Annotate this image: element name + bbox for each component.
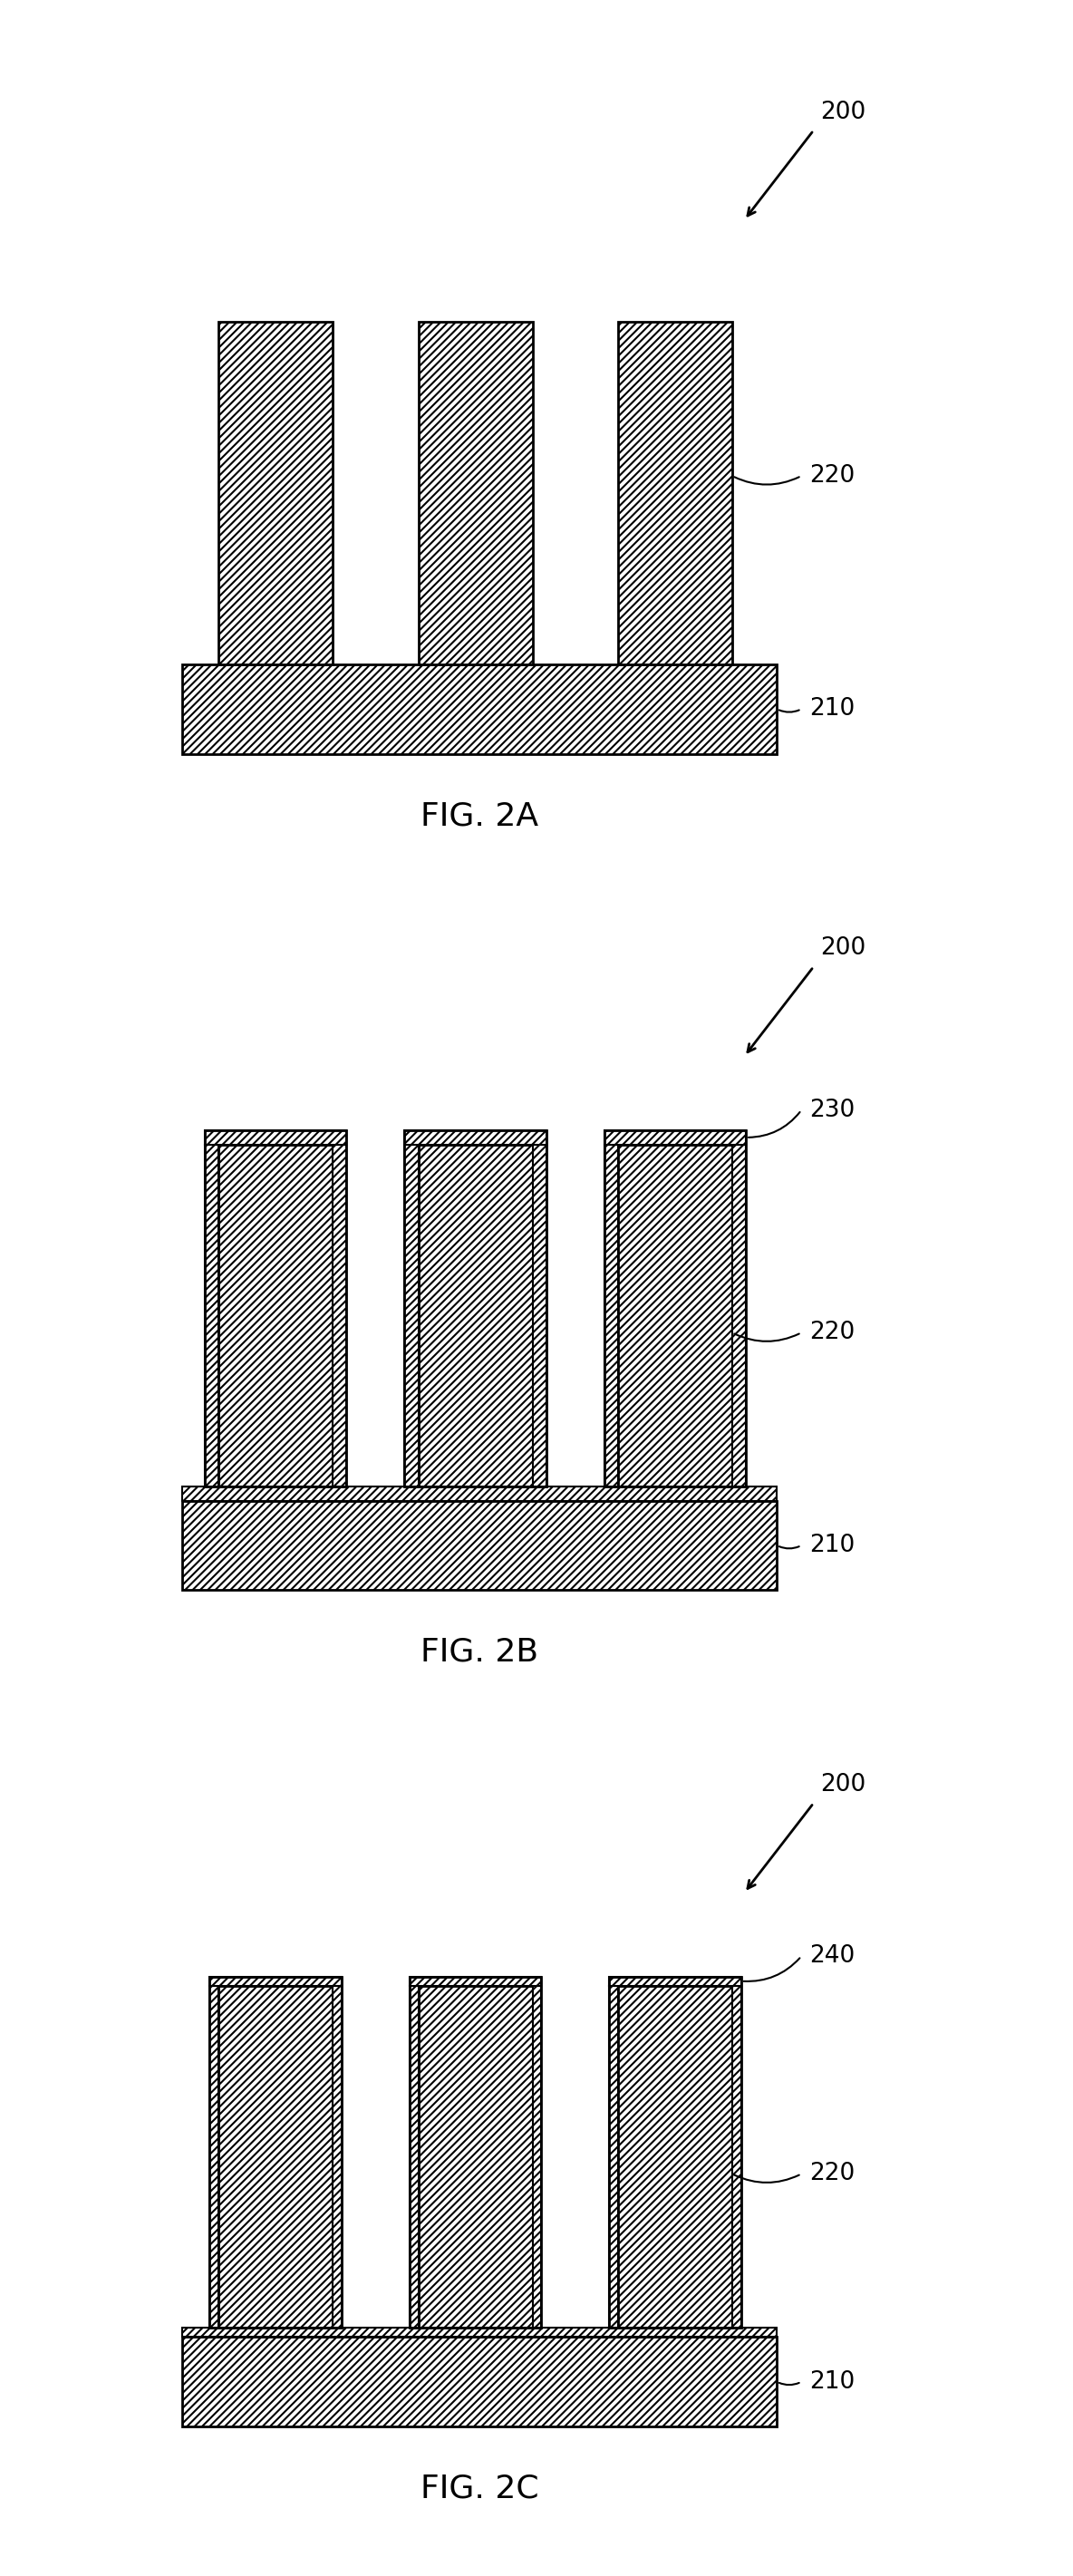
Bar — [209, 1976, 341, 2329]
Text: 200: 200 — [820, 100, 866, 124]
Text: 220: 220 — [809, 1321, 855, 1345]
Bar — [609, 1976, 741, 1986]
Bar — [609, 1986, 618, 2329]
Bar — [405, 1131, 546, 1486]
Text: 240: 240 — [809, 1945, 855, 1968]
Bar — [182, 2329, 777, 2336]
Bar — [618, 1144, 732, 1486]
Bar — [618, 1986, 732, 2329]
Bar — [732, 1144, 746, 1486]
Bar — [219, 1144, 333, 1486]
Bar — [209, 1976, 341, 1986]
Bar — [333, 1144, 347, 1486]
Bar — [418, 322, 532, 665]
Bar — [405, 1131, 546, 1144]
Bar — [532, 1144, 546, 1486]
Text: 210: 210 — [809, 1533, 855, 1558]
Bar — [219, 1986, 333, 2329]
Bar — [409, 1976, 542, 1986]
Bar — [418, 1144, 532, 1486]
Bar — [205, 1144, 219, 1486]
Bar — [604, 1131, 746, 1144]
Bar — [609, 1976, 741, 2329]
Bar — [205, 1131, 347, 1144]
Bar — [209, 1986, 219, 2329]
Bar — [219, 322, 333, 665]
Bar — [182, 1502, 777, 1589]
Text: FIG. 2C: FIG. 2C — [421, 2473, 539, 2504]
Bar — [604, 1131, 746, 1486]
Text: 200: 200 — [820, 1772, 866, 1795]
Bar — [182, 2336, 777, 2427]
Text: 210: 210 — [809, 698, 855, 721]
Bar — [205, 1131, 347, 1486]
Bar — [333, 1986, 341, 2329]
Bar — [182, 1486, 777, 1502]
Text: 200: 200 — [820, 938, 866, 961]
Text: FIG. 2B: FIG. 2B — [421, 1636, 539, 1667]
Text: 210: 210 — [809, 2370, 855, 2393]
Bar — [182, 665, 777, 755]
Bar — [409, 1976, 542, 2329]
Bar — [618, 322, 732, 665]
Bar — [732, 1986, 741, 2329]
Text: 220: 220 — [809, 464, 855, 487]
Text: 220: 220 — [809, 2161, 855, 2184]
Bar — [532, 1986, 542, 2329]
Bar — [604, 1144, 618, 1486]
Bar — [418, 1986, 532, 2329]
Bar — [409, 1986, 418, 2329]
Text: FIG. 2A: FIG. 2A — [421, 801, 539, 832]
Bar — [405, 1144, 418, 1486]
Text: 230: 230 — [809, 1097, 855, 1123]
